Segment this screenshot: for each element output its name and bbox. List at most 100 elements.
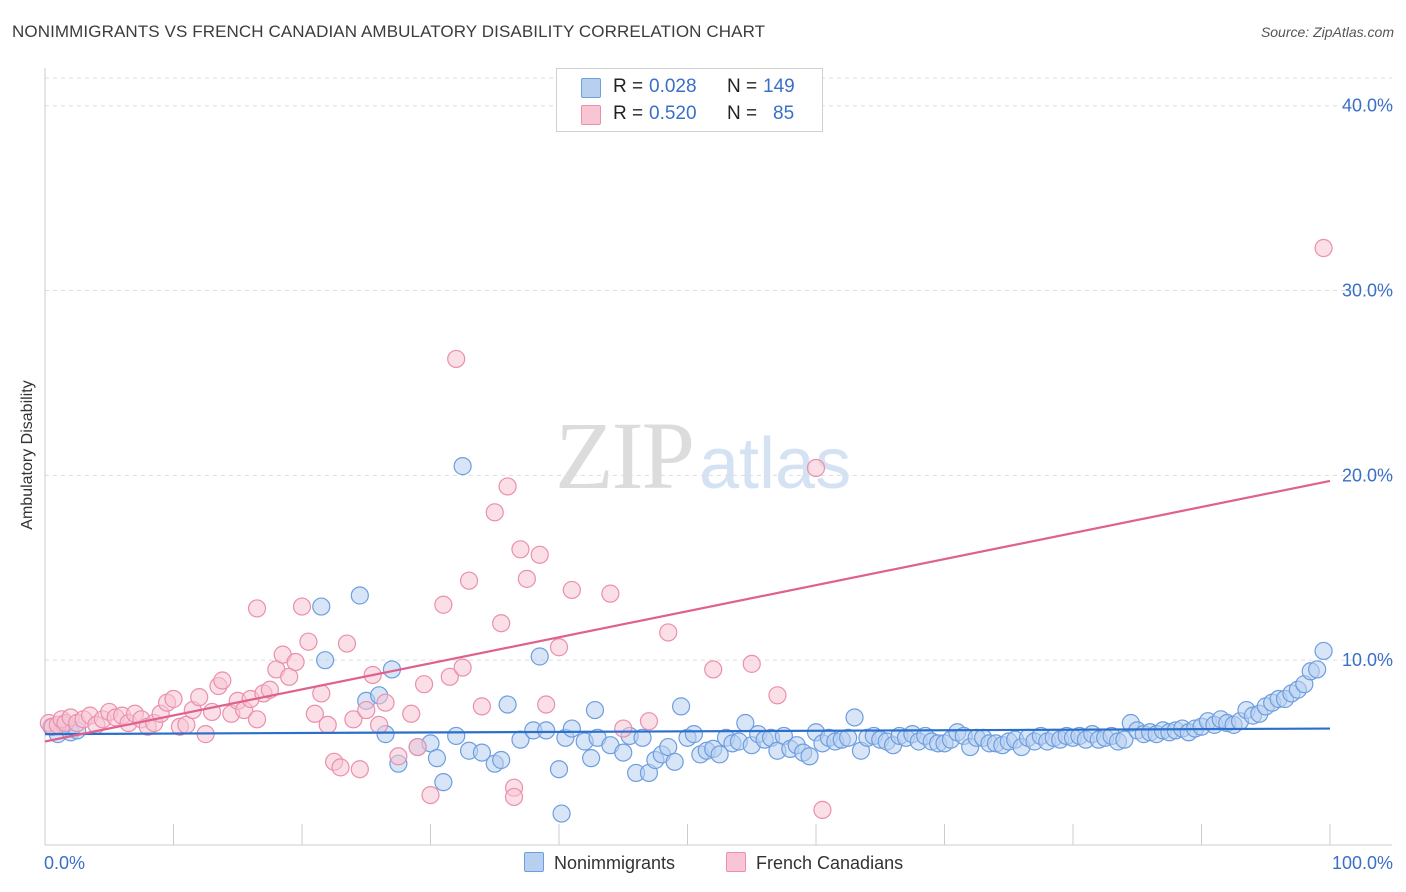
french-canadians-point xyxy=(504,787,524,807)
french-canadians-point xyxy=(537,695,556,714)
legend-swatch-pink xyxy=(581,105,601,125)
french-canadians-point xyxy=(376,693,395,712)
french-canadians-point xyxy=(408,737,427,757)
french-canadians-point xyxy=(659,623,678,642)
legend-r-value: 0.520 xyxy=(649,103,697,124)
french-canadians-point xyxy=(742,654,761,673)
nonimmigrants-point xyxy=(585,700,605,720)
source-label[interactable]: Source: ZipAtlas.com xyxy=(1260,24,1394,40)
nonimmigrants-point xyxy=(498,695,517,714)
nonimmigrants-point xyxy=(582,749,601,768)
french-canadians-point xyxy=(434,595,453,614)
french-canadians-point xyxy=(344,710,363,729)
french-canadians-point xyxy=(213,671,232,690)
french-canadians-point xyxy=(447,349,466,369)
legend-r-label: R = xyxy=(613,76,644,97)
french-canadians-point xyxy=(440,667,459,686)
nonimmigrants-point xyxy=(472,743,491,762)
french-canadians-point xyxy=(286,652,305,672)
french-canadians-point xyxy=(498,477,517,496)
legend-n-label: N = xyxy=(727,103,758,124)
french-canadians-point xyxy=(530,545,549,564)
legend: R = 0.028 N = 149 R = 0.520 N = 85 xyxy=(556,68,823,132)
french-canadians-point xyxy=(337,634,357,653)
french-canadians-point xyxy=(370,715,389,734)
french-canadians-point xyxy=(247,599,267,618)
french-canadians-point xyxy=(164,689,183,709)
french-canadians-point xyxy=(292,597,312,616)
french-canadians-point xyxy=(1314,238,1333,258)
nonimmigrants-point xyxy=(845,708,864,727)
french-canadians-point xyxy=(389,747,408,766)
french-canadians-point xyxy=(806,458,826,478)
y-tick-label: 40.0% xyxy=(1342,96,1393,116)
nonimmigrants-point xyxy=(1314,641,1333,661)
legend-n-label: N = xyxy=(727,76,758,97)
french-canadians-point xyxy=(357,700,376,720)
french-canadians-point xyxy=(549,638,569,657)
french-canadians-point xyxy=(768,686,787,705)
nonimmigrants-point xyxy=(710,745,729,764)
french-canadians-point xyxy=(813,800,832,819)
nonimmigrants-point xyxy=(434,773,453,792)
french-canadians-point xyxy=(511,540,530,559)
french-canadians-point xyxy=(299,632,318,651)
nonimmigrants-point xyxy=(427,749,447,768)
nonimmigrants-point xyxy=(537,721,556,740)
nonimmigrants-point xyxy=(839,728,858,747)
legend-r-value: 0.028 xyxy=(649,76,697,97)
legend-n-value: 149 xyxy=(763,76,795,97)
y-tick-label: 10.0% xyxy=(1342,650,1393,670)
french-canadians-point xyxy=(485,503,504,522)
nonimmigrants-point xyxy=(316,651,335,670)
x-tick-label: 0.0% xyxy=(44,853,85,873)
nonimmigrants-point xyxy=(665,752,684,771)
nonimmigrants-point xyxy=(633,728,652,747)
french-canadians-point xyxy=(402,704,421,723)
french-canadians-point xyxy=(190,688,209,707)
french-canadians-point xyxy=(331,758,350,777)
french-canadians-point xyxy=(704,660,723,679)
nonimmigrants-point xyxy=(312,597,331,616)
nonimmigrants-point xyxy=(549,760,569,779)
nonimmigrants-point xyxy=(800,747,819,766)
bottom-legend-label: French Canadians xyxy=(756,853,904,873)
nonimmigrants-point xyxy=(453,457,472,476)
french-canadians-point xyxy=(318,715,337,734)
french-canadians-point xyxy=(247,710,267,729)
y-tick-label: 30.0% xyxy=(1342,281,1393,301)
french-canadians-point xyxy=(305,704,324,723)
bottom-legend-french-canadians[interactable]: French Canadians xyxy=(726,852,903,876)
nonimmigrants-point xyxy=(492,750,511,770)
french-canadians-point xyxy=(562,580,581,600)
nonimmigrants-point xyxy=(1115,730,1134,749)
french-canadians-trend-line xyxy=(44,479,1331,743)
bottom-legend-nonimmigrants[interactable]: Nonimmigrants xyxy=(524,852,675,876)
nonimmigrants-point xyxy=(530,647,549,666)
french-canadians-point xyxy=(414,675,434,694)
french-canadians-point xyxy=(639,712,659,731)
nonimmigrants-point xyxy=(671,697,691,716)
bottom-legend-label: Nonimmigrants xyxy=(554,853,676,873)
nonimmigrants-point xyxy=(447,726,466,746)
french-canadians-point xyxy=(517,569,536,588)
french-canadians-point xyxy=(614,719,633,738)
french-canadians-point xyxy=(350,760,369,779)
x-tick-label: 100.0% xyxy=(1332,853,1393,873)
bottom-legend-swatch-pink xyxy=(726,852,746,872)
nonimmigrants-trend-line xyxy=(44,727,1331,736)
nonimmigrants-point xyxy=(614,743,633,762)
legend-swatch-blue xyxy=(581,78,601,98)
french-canadians-point xyxy=(472,697,491,716)
legend-n-value: 85 xyxy=(773,103,795,124)
y-tick-label: 20.0% xyxy=(1342,465,1393,485)
nonimmigrants-point xyxy=(1308,660,1327,679)
chart-title: NONIMMIGRANTS VS FRENCH CANADIAN AMBULAT… xyxy=(12,22,766,41)
nonimmigrants-point xyxy=(684,725,704,744)
french-canadians-point xyxy=(492,614,511,633)
french-canadians-point xyxy=(601,584,620,603)
french-canadians-point xyxy=(459,571,479,590)
french-canadians-point xyxy=(453,658,472,677)
legend-r-label: R = xyxy=(613,103,644,124)
